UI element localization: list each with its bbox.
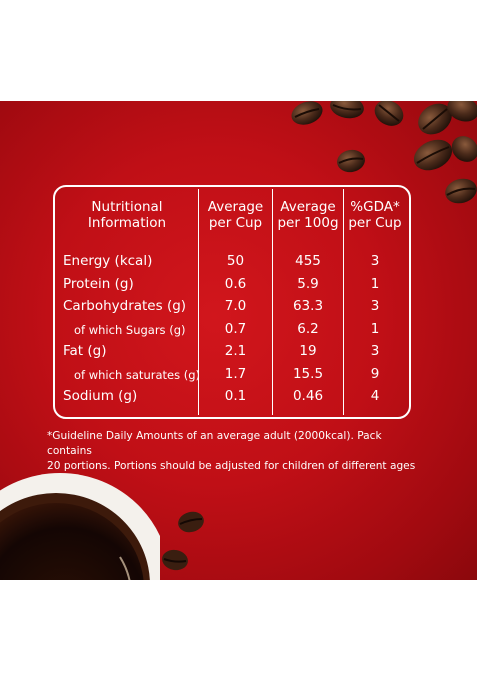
coffee-beans-top-right-image [291,101,477,204]
header-gda-per-cup: %GDA* per Cup [348,199,402,231]
nutrition-table-border [53,185,411,419]
nutrition-panel: Nutritional Information Average per Cup Av… [0,101,477,580]
value-gda: 3 [370,343,380,359]
column-divider [198,189,199,415]
value-per-100g: 63.3 [292,298,324,314]
coffee-cup-image [0,473,160,580]
value-per-cup: 7.0 [224,298,247,314]
value-per-cup: 1.7 [224,365,247,382]
coffee-bean-small-icon [162,549,188,571]
value-per-cup: 50 [226,253,245,269]
value-gda: 1 [370,275,380,292]
value-per-cup: 0.1 [224,388,247,404]
value-gda: 1 [370,320,380,337]
coffee-bean-small-icon [178,511,204,533]
value-per-cup: 0.6 [224,275,247,292]
nutrient-label: Fat (g) [63,343,107,359]
value-per-100g: 19 [299,343,317,359]
value-gda: 3 [370,253,380,269]
value-per-100g: 455 [295,253,321,269]
nutrient-label: Protein (g) [63,275,134,292]
value-per-100g: 0.46 [292,388,324,404]
column-divider [272,189,273,415]
nutrient-label: Carbohydrates (g) [63,298,187,314]
header-nutritional-information: Nutritional Information [87,199,167,231]
value-per-cup: 0.7 [224,320,247,337]
value-per-cup: 2.1 [224,343,247,359]
value-gda: 9 [370,365,380,382]
nutrient-label: Sodium (g) [63,388,138,404]
value-gda: 4 [370,388,380,404]
gda-footnote: *Guideline Daily Amounts of an average a… [47,430,416,472]
value-gda: 3 [370,298,380,314]
nutrient-label: Energy (kcal) [63,253,153,269]
header-average-per-cup: Average per Cup [207,199,264,231]
nutrient-label: of which Sugars (g) [74,322,186,337]
column-divider [343,189,344,415]
value-per-100g: 5.9 [297,275,319,292]
value-per-100g: 6.2 [297,320,319,337]
header-average-per-100g: Average per 100g [277,199,339,231]
value-per-100g: 15.5 [292,365,324,382]
nutrient-label: of which saturates (g) [74,367,201,382]
